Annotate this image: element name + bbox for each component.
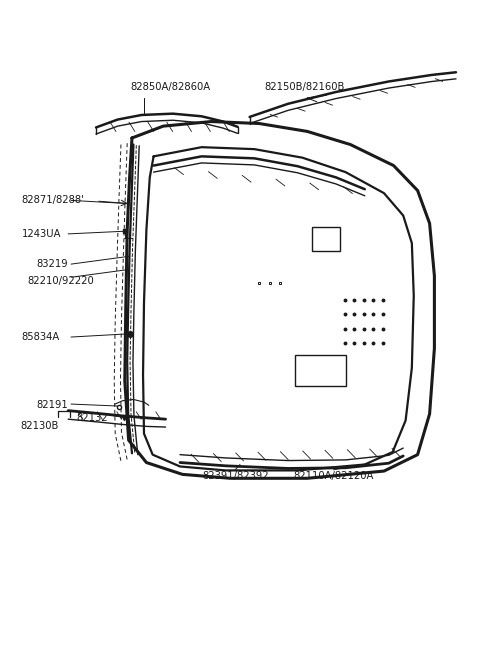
Bar xyxy=(295,355,346,386)
Text: 82210/92220: 82210/92220 xyxy=(27,276,94,286)
Text: 82132: 82132 xyxy=(77,413,108,423)
Text: 82150B/82160B: 82150B/82160B xyxy=(264,81,345,92)
Text: 85834A: 85834A xyxy=(22,332,60,342)
Text: 1243UA: 1243UA xyxy=(22,229,61,239)
Text: 82110A/82120A: 82110A/82120A xyxy=(293,471,374,482)
Text: 82130B: 82130B xyxy=(20,420,59,431)
Text: 82391/82392: 82391/82392 xyxy=(202,471,268,482)
Text: 82191: 82191 xyxy=(36,400,68,411)
Text: 83219: 83219 xyxy=(36,259,68,269)
Bar xyxy=(312,227,340,251)
Text: 82871/8288': 82871/8288' xyxy=(22,195,84,206)
Text: 82850A/82860A: 82850A/82860A xyxy=(131,81,210,92)
